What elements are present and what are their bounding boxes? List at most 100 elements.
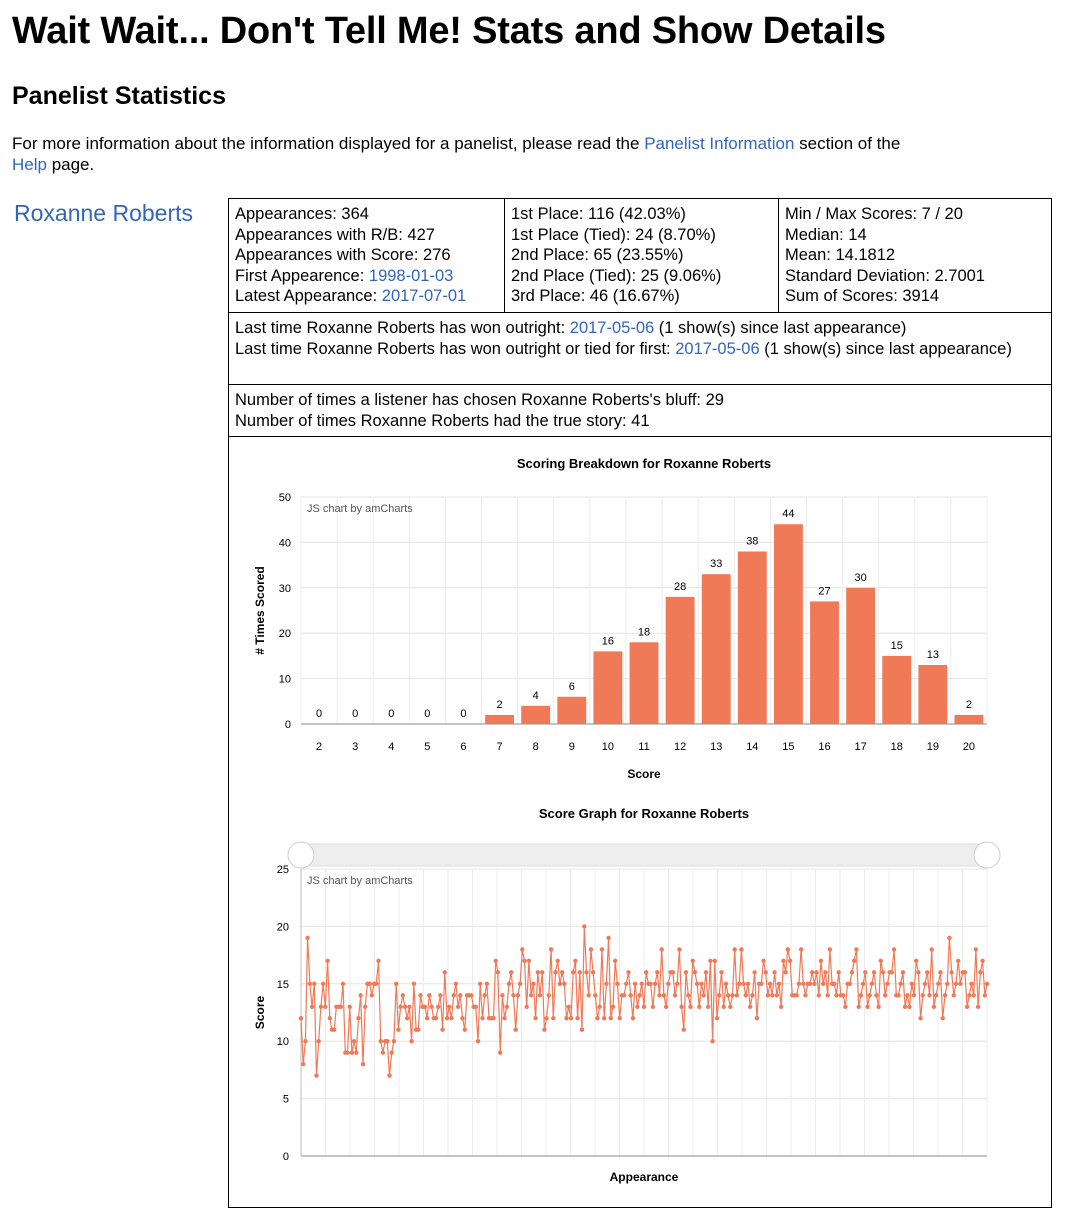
- panelist-name-link[interactable]: Roxanne Roberts: [14, 200, 193, 226]
- line-chart-point: [688, 1004, 693, 1009]
- bar-chart-bar: [701, 574, 731, 724]
- stats-row-wins: Last time Roxanne Roberts has won outrig…: [229, 313, 1051, 385]
- bar-chart-value-label: 0: [424, 708, 430, 720]
- line-chart-point: [429, 1004, 434, 1009]
- line-chart-point: [871, 970, 877, 975]
- latest-appearance-label: Latest Appearance:: [235, 287, 382, 306]
- line-chart-point: [739, 947, 744, 952]
- line-chart-point: [307, 981, 313, 986]
- line-chart-point: [914, 958, 919, 963]
- line-chart-point: [699, 981, 704, 986]
- line-chart-point: [909, 981, 914, 986]
- bar-chart-xtick: 11: [638, 741, 649, 753]
- line-chart-point: [891, 947, 897, 952]
- bar-chart-bar: [810, 601, 839, 724]
- page-title: Wait Wait... Don't Tell Me! Stats and Sh…: [12, 10, 886, 52]
- bar-chart-value-label: 38: [746, 535, 758, 547]
- line-chart-point: [327, 1016, 332, 1021]
- first-place-stat: 1st Place: 116 (42.03%): [511, 205, 686, 223]
- line-chart-point: [723, 981, 729, 986]
- line-chart-point: [783, 970, 788, 975]
- last-tied-link[interactable]: 2017-05-06: [675, 339, 760, 358]
- line-chart-point: [907, 1004, 912, 1009]
- line-chart-point: [577, 970, 582, 975]
- line-chart-point: [495, 970, 501, 975]
- bar-chart-xtick: 5: [424, 741, 430, 753]
- bar-chart-bar: [485, 714, 515, 724]
- line-chart-point: [358, 993, 363, 998]
- line-chart-point: [933, 993, 939, 998]
- line-chart-point: [905, 993, 910, 998]
- line-chart-point: [869, 981, 875, 986]
- line-chart-point: [876, 1004, 881, 1009]
- first-appearance-link[interactable]: 1998-01-03: [368, 266, 454, 285]
- line-chart-point: [473, 1004, 478, 1009]
- line-chart-point: [701, 993, 706, 998]
- latest-appearance-link[interactable]: 2017-07-01: [381, 287, 467, 306]
- line-chart-point: [542, 1027, 547, 1032]
- line-chart-point: [462, 1027, 467, 1032]
- line-chart-point: [973, 947, 979, 952]
- bar-chart-title: Scoring Breakdown for Roxanne Roberts: [517, 456, 771, 471]
- line-chart-point: [444, 1016, 450, 1021]
- last-won-link[interactable]: 2017-05-06: [569, 319, 655, 337]
- line-chart-point: [460, 1016, 465, 1021]
- bar-chart-bar: [737, 551, 767, 724]
- line-chart-point: [520, 947, 525, 952]
- line-chart-point: [969, 981, 974, 986]
- line-chart-point: [391, 1039, 397, 1044]
- line-chart-ytick: 25: [277, 864, 289, 876]
- line-chart-point: [657, 993, 662, 998]
- line-chart-point: [787, 958, 793, 963]
- line-chart-point: [632, 981, 638, 986]
- bar-chart-value-label: 16: [602, 635, 614, 647]
- appearances-cell: Appearances: 364 Appearances with R/B: 4…: [229, 199, 505, 312]
- line-chart-point: [398, 1004, 403, 1009]
- line-chart-point: [478, 981, 483, 986]
- bar-chart-xtick: 10: [602, 741, 614, 753]
- first-tied-stat: 1st Place (Tied): 24 (8.70%): [511, 225, 716, 244]
- bar-chart-xtick: 19: [927, 741, 939, 753]
- line-chart-point: [528, 993, 534, 998]
- line-chart-point: [743, 993, 748, 998]
- line-chart-point: [953, 981, 959, 986]
- bar-chart-value-label: 30: [855, 572, 867, 584]
- line-chart-point: [807, 981, 813, 986]
- line-chart-point: [776, 981, 782, 986]
- line-chart-point: [978, 970, 983, 975]
- bar-chart-value-label: 2: [966, 699, 972, 711]
- bar-chart-xtick: 16: [818, 741, 830, 753]
- line-chart-point: [686, 993, 691, 998]
- last-won-stat: Last time Roxanne Roberts has won outrig…: [235, 318, 1045, 339]
- line-chart-point: [759, 981, 764, 986]
- stats-row-summary: Appearances: 364 Appearances with R/B: 4…: [229, 199, 1051, 313]
- line-chart-point: [927, 993, 932, 998]
- line-chart-point: [975, 1004, 981, 1009]
- line-chart-point: [670, 970, 675, 975]
- line-chart-point: [821, 981, 826, 986]
- line-chart-point: [469, 993, 474, 998]
- line-chart-point: [506, 981, 512, 986]
- line-chart-point: [511, 993, 516, 998]
- sum-stat: Sum of Scores: 3914: [785, 287, 940, 306]
- line-chart-ytick: 10: [277, 1036, 289, 1048]
- panelist-information-link[interactable]: Panelist Information: [644, 134, 795, 153]
- line-chart-point: [617, 1016, 622, 1021]
- bar-chart-xtick: 13: [710, 741, 722, 753]
- line-chart-point: [737, 981, 742, 986]
- intro-text-part: For more information about the informati…: [12, 134, 645, 153]
- bar-chart-xtick: 9: [569, 741, 575, 753]
- line-chart-point: [349, 1050, 355, 1055]
- line-chart-point: [418, 993, 423, 998]
- bar-chart-bar: [918, 664, 948, 724]
- line-chart-point: [628, 993, 633, 998]
- line-chart-point: [613, 958, 618, 963]
- line-chart-point: [798, 947, 804, 952]
- line-chart-ytick: 0: [283, 1151, 289, 1163]
- line-chart-scrollbar-left-handle: [287, 841, 315, 869]
- line-chart-point: [964, 1004, 970, 1009]
- line-chart-point: [794, 993, 799, 998]
- line-chart-point: [650, 1004, 656, 1009]
- help-link[interactable]: Help: [12, 155, 47, 174]
- line-chart-point: [597, 1004, 602, 1009]
